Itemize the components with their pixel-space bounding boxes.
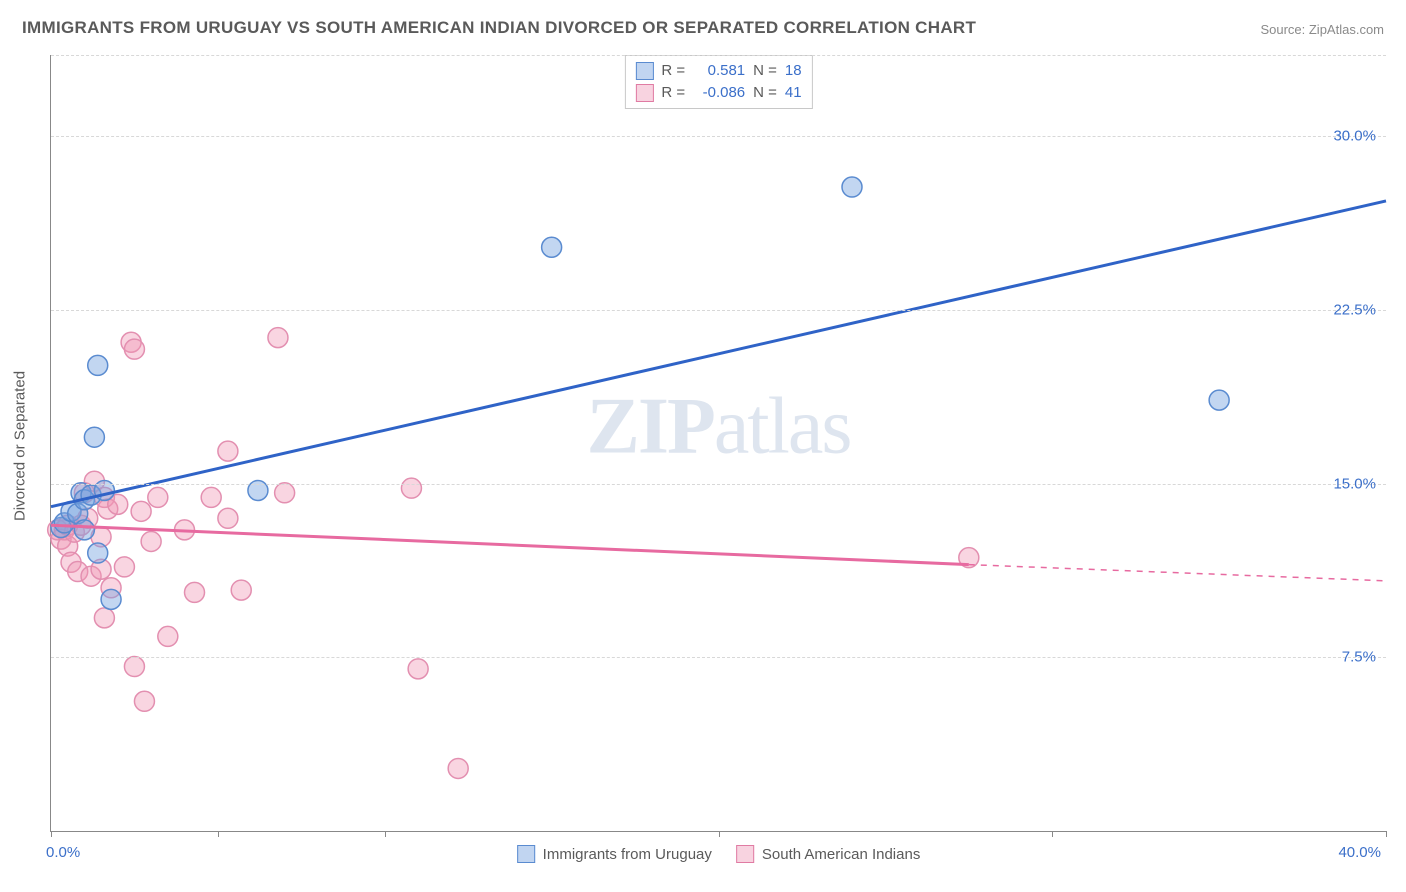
data-point (201, 487, 221, 507)
r-value-pink: -0.086 (693, 82, 745, 104)
legend-row-pink: R = -0.086 N = 41 (635, 82, 801, 104)
chart-title: IMMIGRANTS FROM URUGUAY VS SOUTH AMERICA… (22, 18, 976, 38)
data-point (542, 237, 562, 257)
trend-line (51, 201, 1386, 507)
x-tick (1052, 831, 1053, 837)
data-point (218, 508, 238, 528)
data-point (185, 582, 205, 602)
data-point (88, 543, 108, 563)
legend-series: Immigrants from Uruguay South American I… (517, 845, 921, 863)
x-axis-max-label: 40.0% (1338, 844, 1381, 861)
data-point (124, 657, 144, 677)
trend-line (969, 565, 1386, 581)
y-tick-label: 30.0% (1333, 128, 1376, 145)
x-tick (1386, 831, 1387, 837)
x-tick (385, 831, 386, 837)
data-point (84, 427, 104, 447)
r-label: R = (661, 82, 685, 104)
legend-item-sai: South American Indians (736, 845, 920, 863)
data-point (74, 520, 94, 540)
y-axis-label: Divorced or Separated (12, 371, 29, 521)
data-point (114, 557, 134, 577)
r-label: R = (661, 60, 685, 82)
swatch-blue-icon (517, 845, 535, 863)
n-value-blue: 18 (785, 60, 802, 82)
legend-item-uruguay: Immigrants from Uruguay (517, 845, 712, 863)
data-point (448, 758, 468, 778)
data-point (268, 328, 288, 348)
y-tick-label: 22.5% (1333, 301, 1376, 318)
x-axis-min-label: 0.0% (46, 844, 80, 861)
y-tick-label: 15.0% (1333, 475, 1376, 492)
plot-area: ZIPatlas R = 0.581 N = 18 R = -0.086 N =… (50, 55, 1386, 832)
data-point (88, 355, 108, 375)
source-label: Source: ZipAtlas.com (1260, 22, 1384, 37)
r-value-blue: 0.581 (693, 60, 745, 82)
data-point (131, 501, 151, 521)
data-point (101, 589, 121, 609)
data-point (124, 339, 144, 359)
x-tick (218, 831, 219, 837)
data-point (408, 659, 428, 679)
legend-label: Immigrants from Uruguay (543, 846, 712, 863)
gridline (51, 55, 1386, 56)
data-point (401, 478, 421, 498)
data-point (1209, 390, 1229, 410)
gridline (51, 310, 1386, 311)
trend-line (51, 525, 969, 564)
x-tick (719, 831, 720, 837)
n-label: N = (753, 82, 777, 104)
data-point (141, 531, 161, 551)
swatch-pink-icon (736, 845, 754, 863)
y-tick-label: 7.5% (1342, 649, 1376, 666)
legend-correlation: R = 0.581 N = 18 R = -0.086 N = 41 (624, 55, 812, 109)
data-point (842, 177, 862, 197)
n-value-pink: 41 (785, 82, 802, 104)
gridline (51, 484, 1386, 485)
chart-svg (51, 55, 1386, 831)
data-point (231, 580, 251, 600)
data-point (158, 626, 178, 646)
gridline (51, 136, 1386, 137)
legend-label: South American Indians (762, 846, 920, 863)
data-point (148, 487, 168, 507)
n-label: N = (753, 60, 777, 82)
data-point (94, 608, 114, 628)
legend-row-blue: R = 0.581 N = 18 (635, 60, 801, 82)
x-tick (51, 831, 52, 837)
data-point (218, 441, 238, 461)
data-point (134, 691, 154, 711)
data-point (275, 483, 295, 503)
swatch-blue-icon (635, 62, 653, 80)
gridline (51, 657, 1386, 658)
swatch-pink-icon (635, 84, 653, 102)
